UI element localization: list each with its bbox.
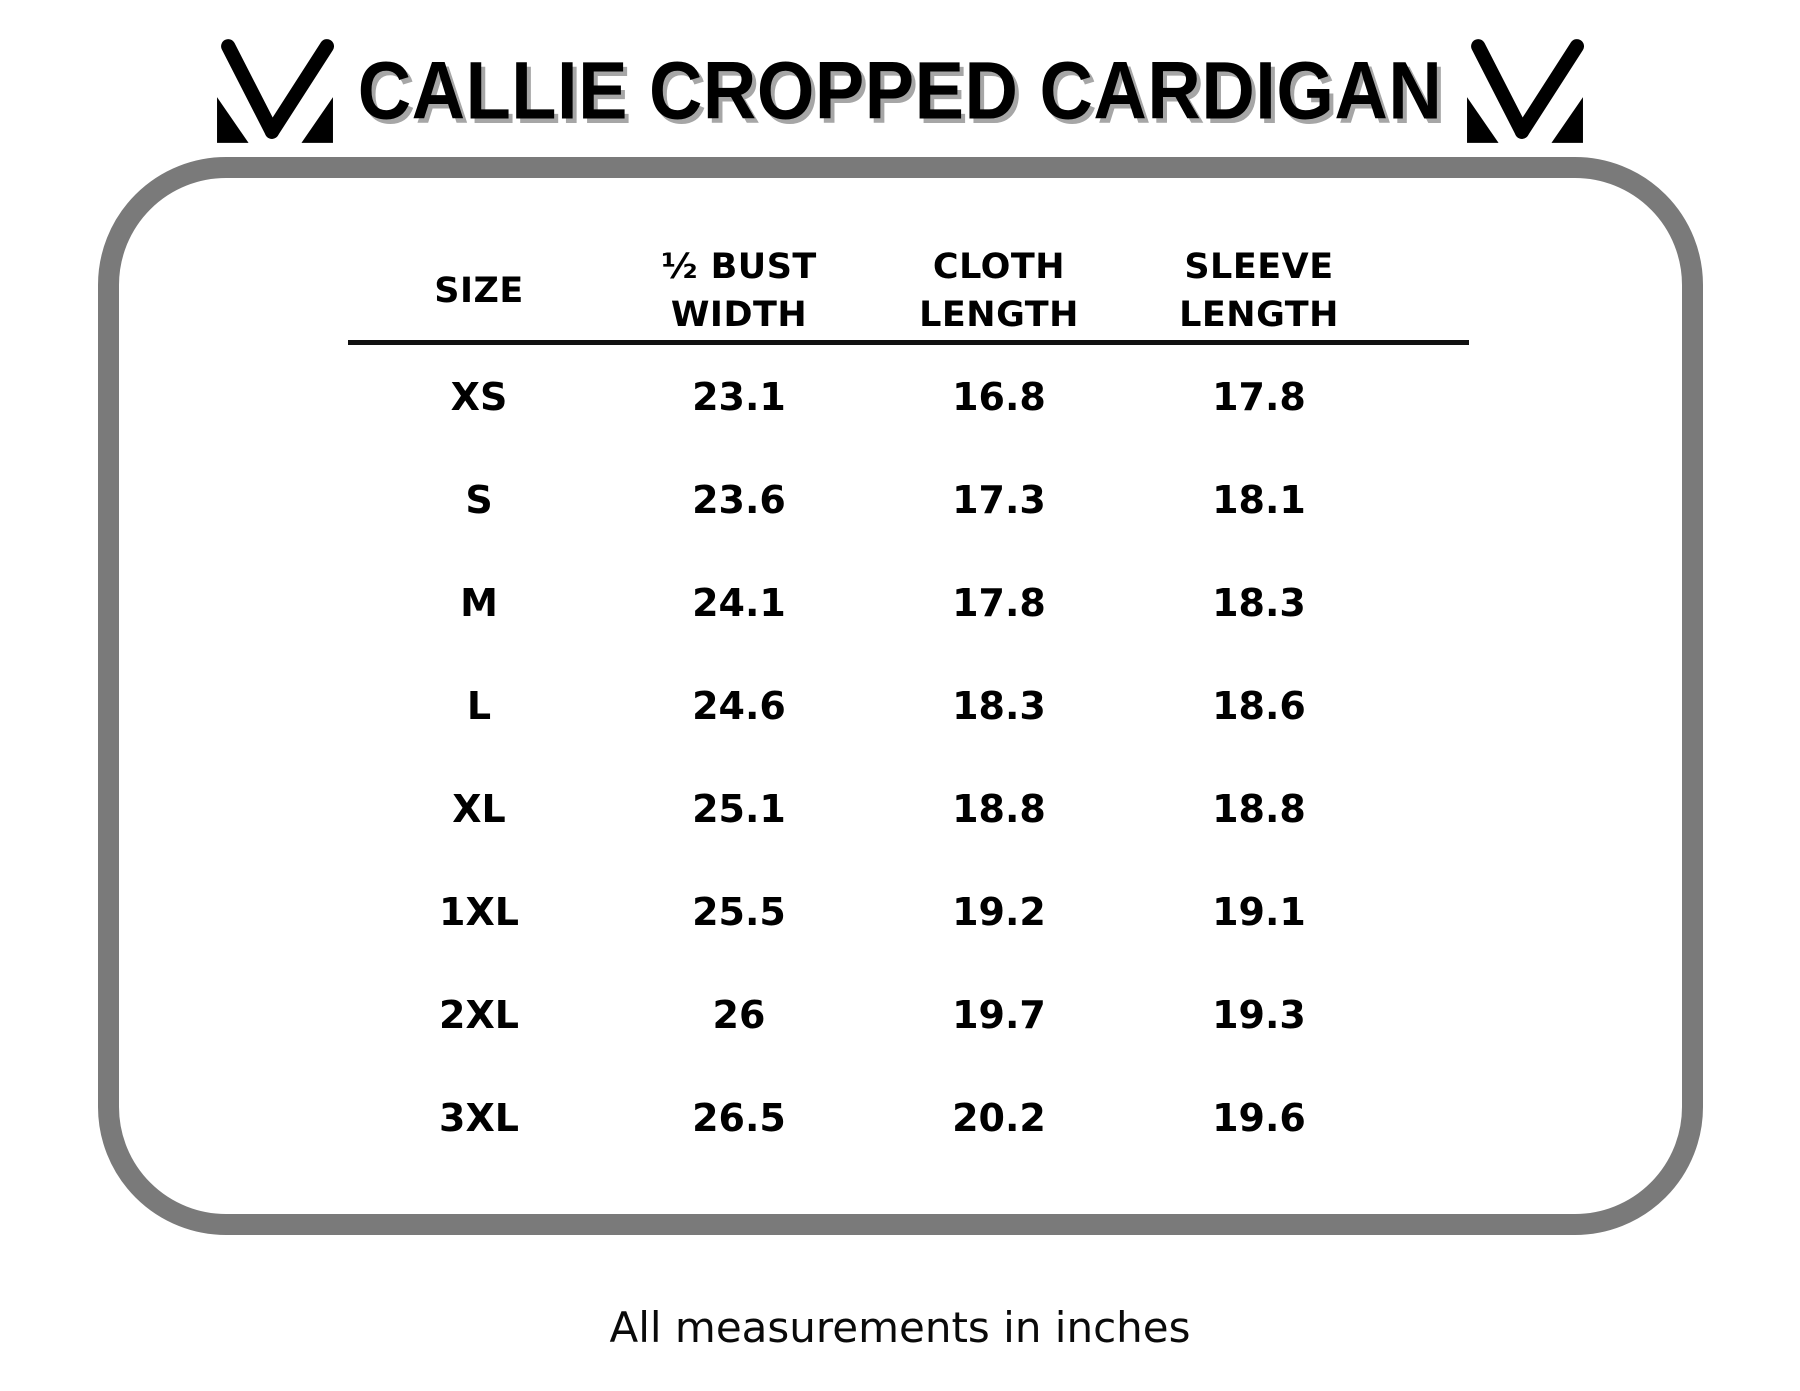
bust-cell: 26.5	[692, 1095, 786, 1140]
column-header-line: SIZE	[434, 271, 524, 311]
brand-logo-icon-right	[1467, 39, 1585, 143]
table-body: XS 23.1 16.8 17.8 S 23.6 17.3 18.1 M 24.…	[349, 345, 1389, 1169]
table-header-row: SIZE ½ BUST WIDTH CLOTH LENGTH SLEEVE LE…	[349, 243, 1389, 339]
cloth-cell: 16.8	[952, 374, 1046, 419]
header: CALLIE CROPPED CARDIGAN	[0, 6, 1800, 174]
sleeve-cell: 19.3	[1212, 992, 1306, 1037]
size-cell: 3XL	[439, 1095, 519, 1140]
bust-cell: 24.1	[692, 580, 786, 625]
column-header-bust-width: ½ BUST WIDTH	[609, 243, 869, 339]
column-header-sleeve-length: SLEEVE LENGTH	[1129, 243, 1389, 339]
bust-cell: 25.1	[692, 786, 786, 831]
column-header-line: LENGTH	[919, 295, 1079, 335]
size-cell: M	[460, 580, 498, 625]
column-header-line: SLEEVE	[1184, 247, 1334, 287]
sleeve-cell: 18.3	[1212, 580, 1306, 625]
bust-cell: 23.1	[692, 374, 786, 419]
sleeve-cell: 19.6	[1212, 1095, 1306, 1140]
column-header-line: CLOTH	[932, 247, 1066, 287]
sleeve-cell: 19.1	[1212, 889, 1306, 934]
cloth-cell: 19.2	[952, 889, 1046, 934]
size-cell: XL	[452, 786, 506, 831]
bust-cell: 24.6	[692, 683, 786, 728]
size-cell: L	[466, 683, 492, 728]
column-header-size: SIZE	[349, 243, 609, 339]
cloth-cell: 19.7	[952, 992, 1046, 1037]
cloth-cell: 18.8	[952, 786, 1046, 831]
header-underline	[348, 340, 1469, 345]
column-header-cloth-length: CLOTH LENGTH	[869, 243, 1129, 339]
cloth-cell: 20.2	[952, 1095, 1046, 1140]
column-header-line: WIDTH	[670, 295, 808, 335]
rounded-frame	[98, 157, 1703, 1235]
page-title: CALLIE CROPPED CARDIGAN	[357, 44, 1443, 136]
size-cell: XS	[450, 374, 508, 419]
sleeve-cell: 17.8	[1212, 374, 1306, 419]
size-cell: S	[465, 477, 493, 522]
measurement-unit-note: All measurements in inches	[609, 1303, 1191, 1352]
cloth-cell: 17.8	[952, 580, 1046, 625]
cloth-cell: 18.3	[952, 683, 1046, 728]
sleeve-cell: 18.1	[1212, 477, 1306, 522]
size-cell: 2XL	[439, 992, 519, 1037]
bust-cell: 23.6	[692, 477, 786, 522]
cloth-cell: 17.3	[952, 477, 1046, 522]
sleeve-cell: 18.8	[1212, 786, 1306, 831]
brand-logo-icon-left	[216, 39, 334, 143]
bust-cell: 25.5	[692, 889, 786, 934]
size-cell: 1XL	[439, 889, 519, 934]
column-header-line: LENGTH	[1179, 295, 1339, 335]
bust-cell: 26	[712, 992, 766, 1037]
sleeve-cell: 18.6	[1212, 683, 1306, 728]
column-header-line: ½ BUST	[661, 247, 817, 287]
